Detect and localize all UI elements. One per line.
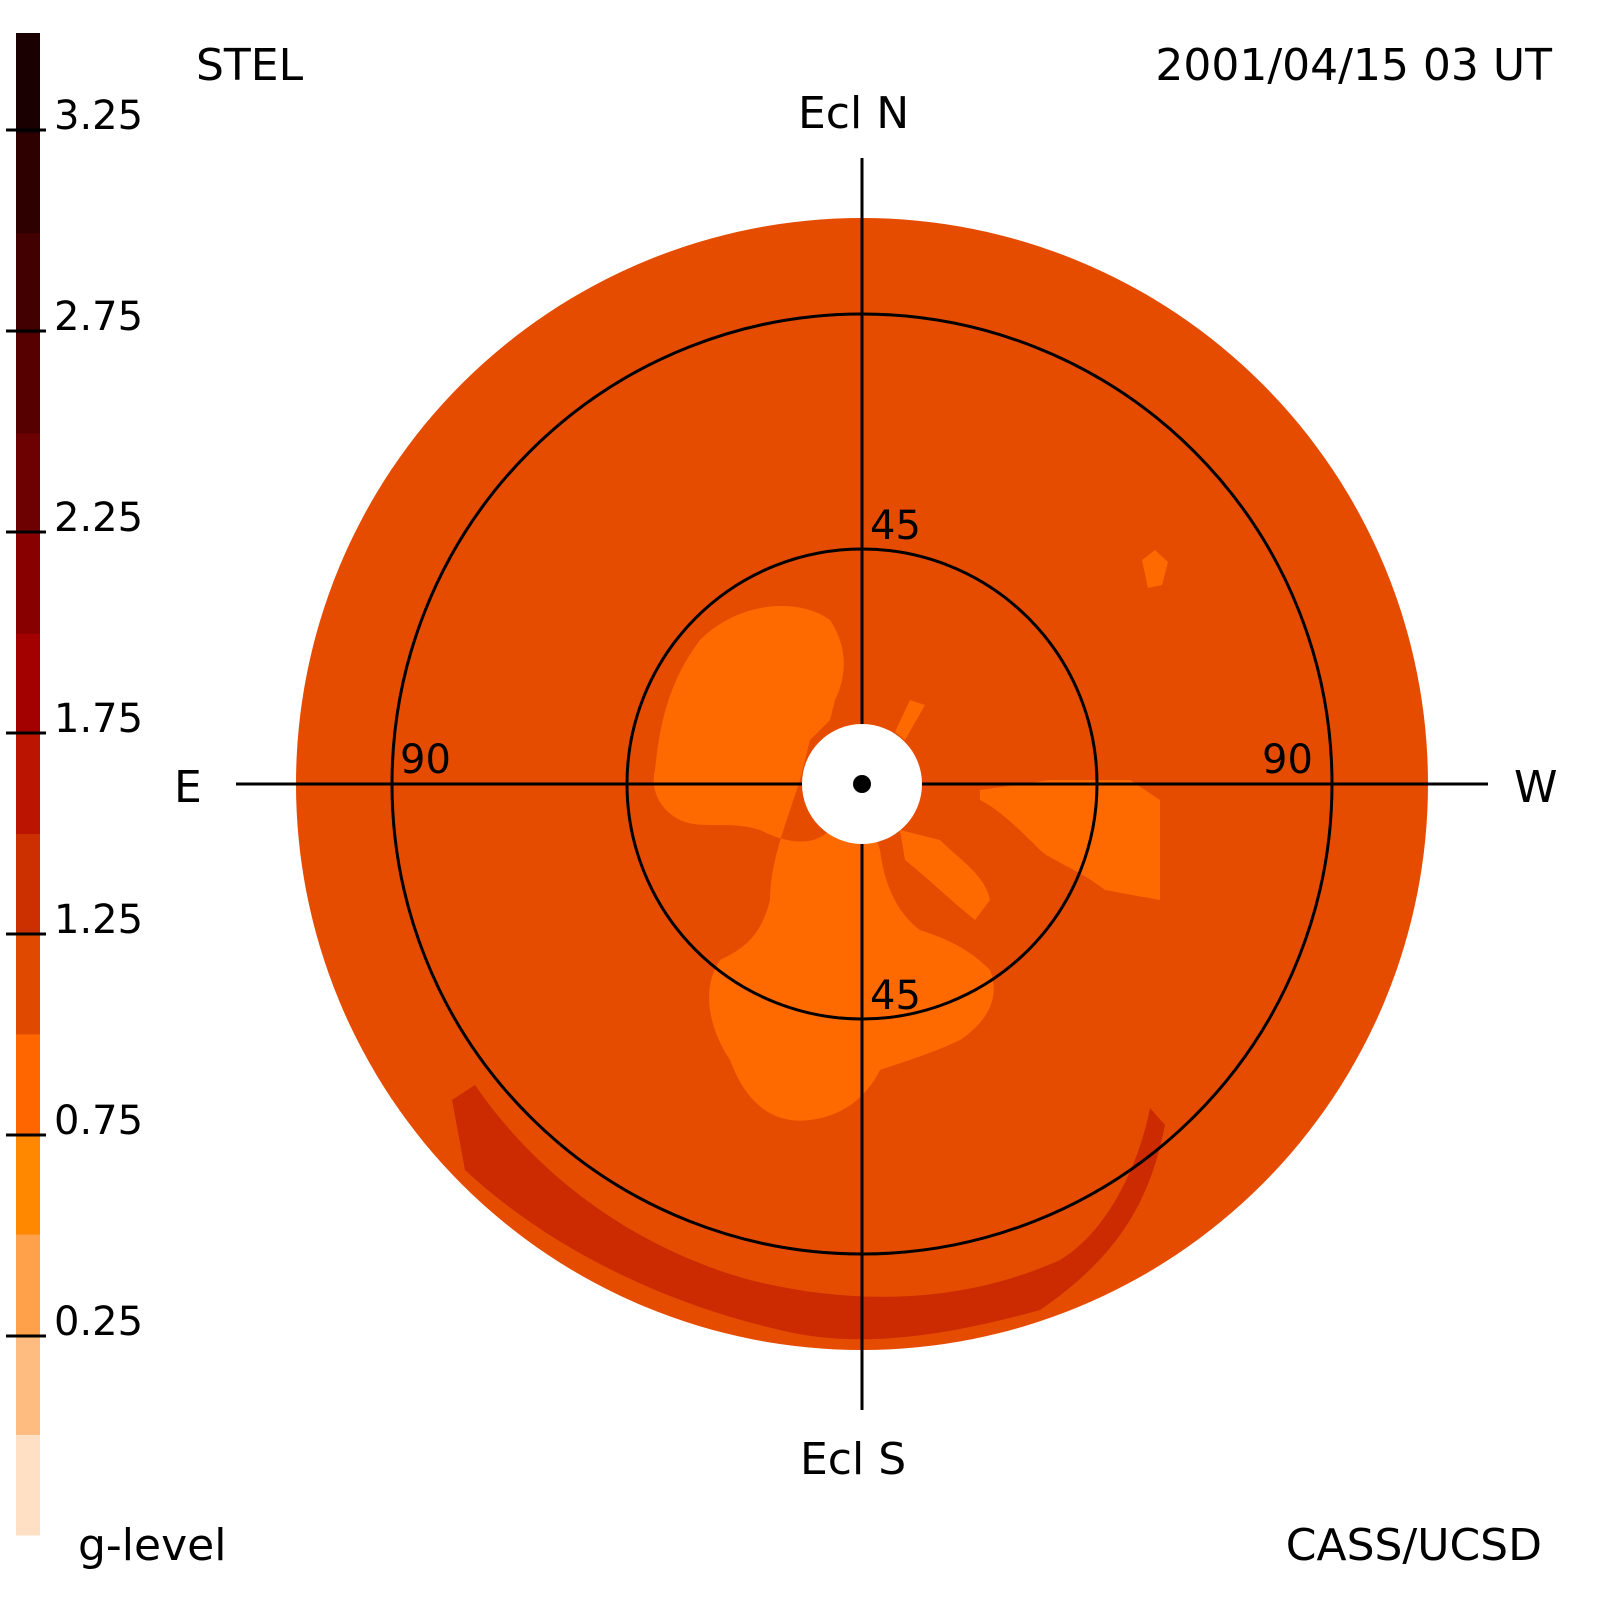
colorbar-label: g-level (78, 1520, 227, 1571)
ne-spot-region (1142, 550, 1168, 588)
south-label: Ecl S (800, 1434, 907, 1485)
colorbar-tick-label: 0.75 (54, 1098, 144, 1144)
colorbar-swatch (16, 33, 40, 134)
colorbar-swatch (16, 1334, 40, 1436)
colorbar-tick-label: 2.25 (54, 495, 144, 541)
colorbar-swatch (16, 433, 40, 535)
center-lobe-right-region (900, 830, 990, 920)
colorbar-swatch (16, 333, 40, 435)
colorbar-swatch (16, 133, 40, 234)
ring-label-45-north: 45 (870, 503, 921, 549)
north-label: Ecl N (798, 88, 910, 139)
colorbar-swatch (16, 233, 40, 334)
colorbar-tick-label: 1.75 (54, 696, 144, 742)
colorbar-swatch (16, 934, 40, 1035)
east-lobe-region (980, 780, 1160, 900)
ring-label-90-east: 90 (400, 737, 451, 783)
datetime-label: 2001/04/15 03 UT (1155, 40, 1552, 91)
small-streak-region (895, 700, 925, 740)
sun-center-dot (853, 775, 871, 793)
west-label: W (1514, 762, 1558, 813)
colorbar-swatch (16, 633, 40, 735)
colorbar-tick-label: 3.25 (54, 93, 144, 139)
colorbar (6, 33, 46, 1536)
colorbar-swatch (16, 1034, 40, 1135)
center-blob-region (653, 606, 994, 1121)
colorbar-swatch (16, 1134, 40, 1236)
colorbar-swatch (16, 834, 40, 935)
east-label: E (174, 762, 202, 813)
colorbar-tick-label: 2.75 (54, 294, 144, 340)
colorbar-swatch (16, 733, 40, 835)
colorbar-swatch (16, 1234, 40, 1336)
colorbar-swatch (16, 1434, 40, 1536)
instrument-label: STEL (196, 40, 304, 91)
ring-label-45-south: 45 (870, 973, 921, 1019)
credit-label: CASS/UCSD (1285, 1520, 1542, 1571)
colorbar-tick-label: 0.25 (54, 1299, 144, 1345)
ring-label-90-west: 90 (1262, 737, 1313, 783)
sky-disk (236, 158, 1488, 1410)
colorbar-swatch (16, 533, 40, 635)
colorbar-tick-label: 1.25 (54, 897, 144, 943)
south-band-region (452, 1085, 1165, 1340)
